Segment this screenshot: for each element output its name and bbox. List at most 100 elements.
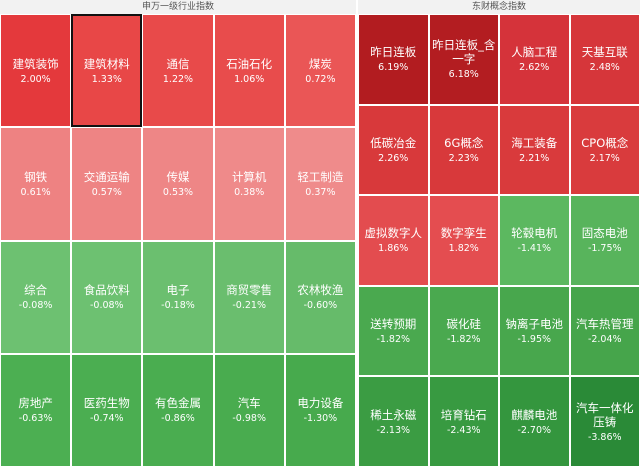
tile[interactable]: 房地产 -0.63% — [0, 353, 72, 467]
tile-name: 计算机 — [231, 169, 267, 184]
tile[interactable]: 有色金属 -0.86% — [142, 353, 214, 467]
tile-name: 煤炭 — [308, 56, 332, 71]
tile-name: 低碳冶金 — [370, 135, 417, 150]
tile[interactable]: 煤炭 0.72% — [284, 14, 356, 128]
tile-change: -0.98% — [232, 413, 266, 425]
tile[interactable]: 送转预期 -1.82% — [358, 285, 429, 377]
tile-name: 电子 — [166, 283, 190, 298]
tile-name: 汽车热管理 — [576, 317, 634, 332]
tile-change: -1.30% — [303, 413, 338, 425]
tile-change: -0.08% — [89, 300, 124, 312]
tile-name: 人脑工程 — [511, 45, 558, 60]
tile-change: -0.60% — [303, 300, 338, 312]
tile[interactable]: 交通运输 0.57% — [71, 127, 143, 241]
tile-name: 6G概念 — [444, 135, 484, 150]
tile-name: 石油石化 — [226, 56, 273, 71]
tile-change: 0.57% — [91, 186, 122, 198]
tile-name: 有色金属 — [154, 396, 201, 411]
tile[interactable]: 商贸零售 -0.21% — [213, 240, 285, 354]
tile[interactable]: 低碳冶金 2.26% — [358, 104, 429, 196]
tile-name: 固态电池 — [581, 226, 628, 241]
concept-panel: 东财概念指数 昨日连板 6.19% 昨日连板_含一字 6.18% 人脑工程 2.62% 天基… — [358, 0, 640, 467]
tile[interactable]: 昨日连板 6.19% — [358, 14, 429, 105]
tile-name: 汽车 — [237, 396, 261, 411]
tile[interactable]: 天基互联 2.48% — [569, 14, 640, 105]
tile-change: -0.18% — [161, 300, 195, 312]
tile[interactable]: 数字孪生 1.82% — [428, 195, 499, 286]
tile-name: CPO概念 — [581, 135, 629, 150]
tile-change: 0.53% — [162, 186, 194, 198]
tile-name: 送转预期 — [370, 317, 417, 332]
tile[interactable]: 碳化硅 -1.82% — [428, 285, 499, 377]
tile[interactable]: 稀土永磁 -2.13% — [358, 376, 429, 467]
tile-change: -1.75% — [587, 243, 622, 255]
tile[interactable]: 轮毂电机 -1.41% — [499, 195, 570, 286]
tile[interactable]: 虚拟数字人 1.86% — [358, 195, 429, 286]
tile-change: -0.63% — [18, 413, 53, 425]
tile[interactable]: 电力设备 -1.30% — [284, 353, 356, 467]
panel-title: 东财概念指数 — [358, 0, 640, 14]
tile-change: 6.18% — [448, 69, 479, 81]
tile[interactable]: 食品饮料 -0.08% — [71, 240, 143, 354]
tile-name: 通信 — [166, 56, 190, 71]
tile-name: 建筑材料 — [83, 56, 130, 71]
tile[interactable]: 培育钻石 -2.43% — [428, 376, 499, 467]
tile[interactable]: 人脑工程 2.62% — [499, 14, 570, 105]
tile-change: 2.62% — [519, 62, 550, 74]
tile[interactable]: 麒麟电池 -2.70% — [499, 376, 570, 467]
tile-change: 2.26% — [378, 152, 409, 164]
tile-change: 2.48% — [589, 62, 620, 74]
tile-name: 昨日连板_含一字 — [432, 38, 496, 67]
tile[interactable]: 通信 1.22% — [142, 14, 214, 128]
tile-change: 1.33% — [91, 73, 122, 85]
panel-title: 申万一级行业指数 — [0, 0, 356, 14]
tile-change: 2.00% — [20, 73, 51, 85]
tile-change: 1.86% — [378, 243, 409, 255]
tile-name: 钢铁 — [24, 169, 48, 184]
tile-change: -2.13% — [376, 424, 411, 436]
tile[interactable]: 6G概念 2.23% — [428, 104, 499, 196]
tile[interactable]: 汽车 -0.98% — [213, 353, 285, 467]
tile[interactable]: 电子 -0.18% — [142, 240, 214, 354]
tile-change: 1.06% — [234, 73, 265, 85]
tile-change: -2.04% — [587, 334, 622, 346]
tile[interactable]: 固态电池 -1.75% — [569, 195, 640, 286]
tile[interactable]: 昨日连板_含一字 6.18% — [428, 14, 499, 105]
tile-change: -0.08% — [18, 300, 53, 312]
tile-name: 汽车一体化压铸 — [576, 400, 634, 429]
tile-name: 轻工制造 — [297, 169, 344, 184]
tile[interactable]: 钠离子电池 -1.95% — [499, 285, 570, 377]
tile[interactable]: 汽车热管理 -2.04% — [569, 285, 640, 377]
tile[interactable]: 石油石化 1.06% — [213, 14, 285, 128]
tile-change: 1.22% — [162, 73, 194, 85]
tile[interactable]: 建筑材料 1.33% — [71, 14, 143, 128]
industry-panel: 申万一级行业指数 建筑装饰 2.00% 建筑材料 1.33% 通信 1.22% 石油石化 1.… — [0, 0, 356, 467]
tile-change: 2.21% — [519, 152, 550, 164]
tile-change: 0.72% — [305, 73, 336, 85]
tile[interactable]: 轻工制造 0.37% — [284, 127, 356, 241]
tile-name: 天基互联 — [581, 45, 628, 60]
tile-name: 建筑装饰 — [12, 56, 59, 71]
tile[interactable]: 计算机 0.38% — [213, 127, 285, 241]
tile-name: 稀土永磁 — [370, 407, 417, 422]
tile[interactable]: 建筑装饰 2.00% — [0, 14, 72, 128]
tile-change: -0.86% — [161, 413, 195, 425]
tile[interactable]: 海工装备 2.21% — [499, 104, 570, 196]
tile[interactable]: 综合 -0.08% — [0, 240, 72, 354]
tile-name: 商贸零售 — [226, 283, 273, 298]
tile-name: 虚拟数字人 — [364, 226, 423, 241]
tile[interactable]: 钢铁 0.61% — [0, 127, 72, 241]
tile[interactable]: 医药生物 -0.74% — [71, 353, 143, 467]
tile[interactable]: CPO概念 2.17% — [569, 104, 640, 196]
tile-change: -1.82% — [376, 334, 411, 346]
tile[interactable]: 汽车一体化压铸 -3.86% — [569, 376, 640, 467]
tile-name: 麒麟电池 — [511, 407, 558, 422]
tile-change: 2.23% — [448, 152, 479, 164]
tile-change: -3.86% — [587, 431, 622, 443]
tile[interactable]: 农林牧渔 -0.60% — [284, 240, 356, 354]
tile-change: -0.21% — [232, 300, 266, 312]
tile-change: 0.37% — [305, 186, 336, 198]
tile-change: -2.70% — [517, 424, 552, 436]
tile[interactable]: 传媒 0.53% — [142, 127, 214, 241]
tile-name: 数字孪生 — [440, 226, 487, 241]
